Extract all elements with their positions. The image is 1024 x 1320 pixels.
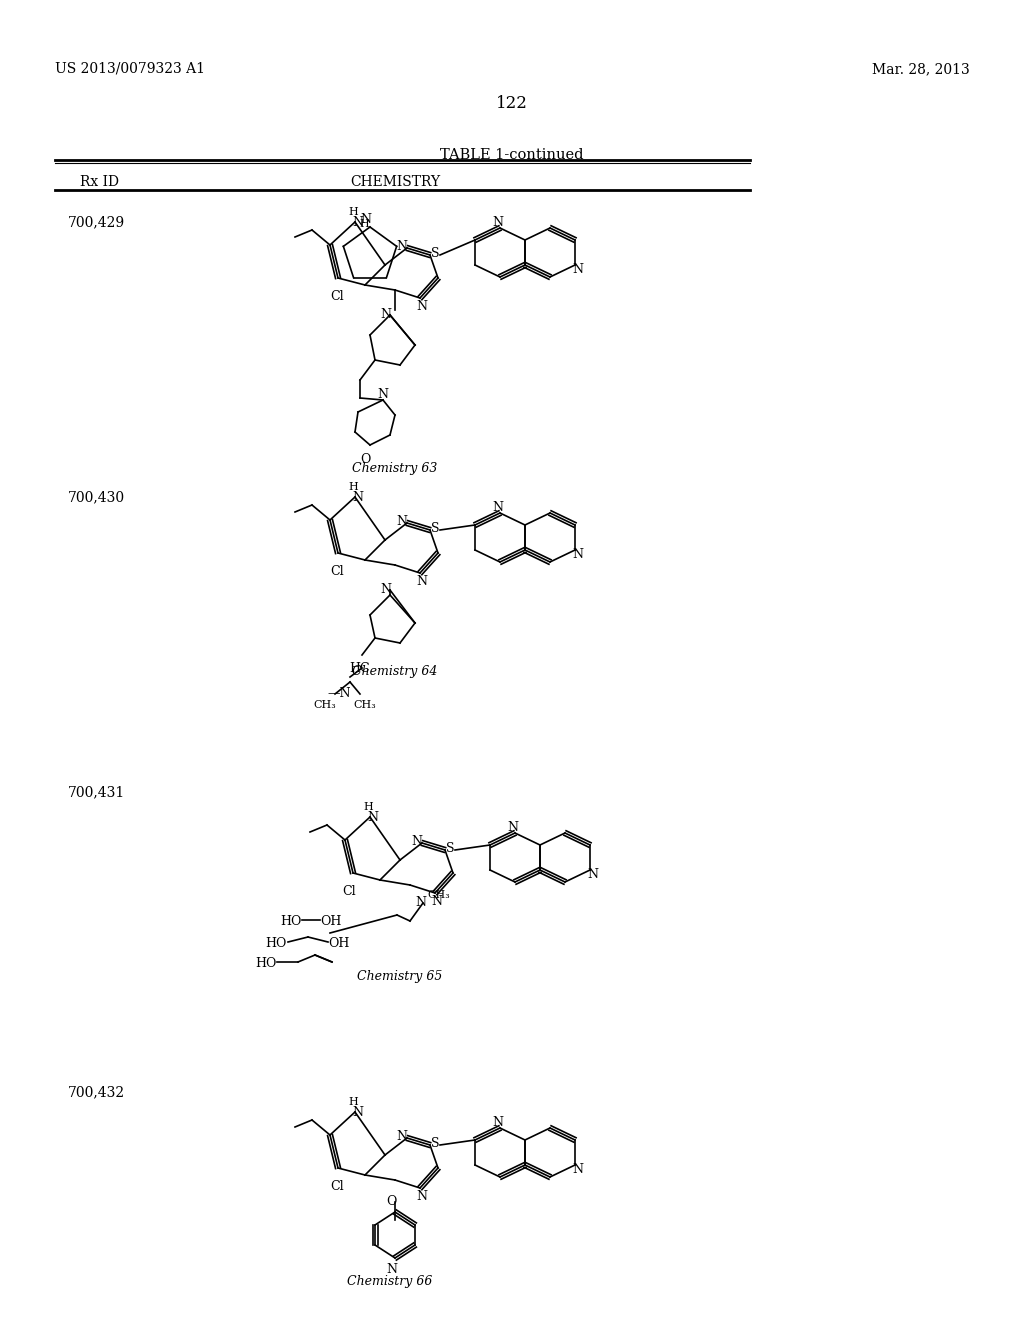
Text: 122: 122: [496, 95, 528, 112]
Text: Chemistry 64: Chemistry 64: [352, 665, 437, 678]
Text: CH₃: CH₃: [313, 700, 336, 710]
Text: H: H: [359, 219, 369, 228]
Text: N: N: [417, 300, 427, 313]
Text: N: N: [415, 896, 426, 909]
Text: 700,432: 700,432: [68, 1085, 125, 1100]
Text: N: N: [386, 1263, 397, 1276]
Text: —N: —N: [327, 686, 350, 700]
Text: N: N: [378, 388, 388, 401]
Text: N: N: [572, 548, 584, 561]
Text: N: N: [493, 502, 504, 513]
Text: Cl: Cl: [342, 884, 355, 898]
Text: OH: OH: [319, 915, 341, 928]
Text: H: H: [348, 207, 357, 216]
Text: S: S: [431, 1137, 439, 1150]
Text: N: N: [508, 821, 518, 834]
Text: N: N: [431, 895, 442, 908]
Text: N: N: [396, 1130, 408, 1143]
Text: N: N: [352, 1106, 364, 1119]
Text: TABLE 1-continued: TABLE 1-continued: [440, 148, 584, 162]
Text: N: N: [381, 583, 391, 597]
Text: N: N: [396, 515, 408, 528]
Text: Rx ID: Rx ID: [80, 176, 119, 189]
Text: OH: OH: [328, 937, 349, 950]
Text: N: N: [412, 836, 423, 847]
Text: HO: HO: [265, 937, 287, 950]
Text: HC: HC: [349, 663, 370, 675]
Text: CH₃: CH₃: [427, 890, 450, 900]
Text: N: N: [381, 308, 391, 321]
Text: Chemistry 65: Chemistry 65: [357, 970, 442, 983]
Text: Cl: Cl: [330, 290, 344, 304]
Text: H: H: [348, 482, 357, 492]
Text: N: N: [417, 576, 427, 587]
Text: N: N: [352, 491, 364, 504]
Text: H: H: [348, 1097, 357, 1107]
Text: S: S: [431, 521, 439, 535]
Text: N: N: [493, 1115, 504, 1129]
Text: S: S: [445, 842, 455, 855]
Text: Cl: Cl: [330, 565, 344, 578]
Text: Cl: Cl: [330, 1180, 344, 1193]
Text: S: S: [431, 247, 439, 260]
Text: 700,430: 700,430: [68, 490, 125, 504]
Text: N: N: [368, 810, 379, 824]
Text: N: N: [352, 216, 364, 228]
Text: US 2013/0079323 A1: US 2013/0079323 A1: [55, 62, 205, 77]
Text: Chemistry 66: Chemistry 66: [347, 1275, 433, 1288]
Text: O: O: [386, 1195, 396, 1208]
Text: 700,431: 700,431: [68, 785, 125, 799]
Text: N: N: [572, 263, 584, 276]
Text: O: O: [359, 453, 371, 466]
Text: CHEMISTRY: CHEMISTRY: [350, 176, 440, 189]
Text: HO: HO: [280, 915, 301, 928]
Text: 700,429: 700,429: [68, 215, 125, 228]
Text: N: N: [396, 240, 408, 253]
Text: N: N: [493, 216, 504, 228]
Text: N: N: [572, 1163, 584, 1176]
Text: N: N: [417, 1191, 427, 1203]
Text: N: N: [360, 213, 372, 226]
Text: N: N: [588, 869, 598, 880]
Text: Mar. 28, 2013: Mar. 28, 2013: [872, 62, 970, 77]
Text: Chemistry 63: Chemistry 63: [352, 462, 437, 475]
Text: CH₃: CH₃: [353, 700, 377, 710]
Text: H: H: [364, 803, 373, 812]
Text: HO: HO: [255, 957, 276, 970]
